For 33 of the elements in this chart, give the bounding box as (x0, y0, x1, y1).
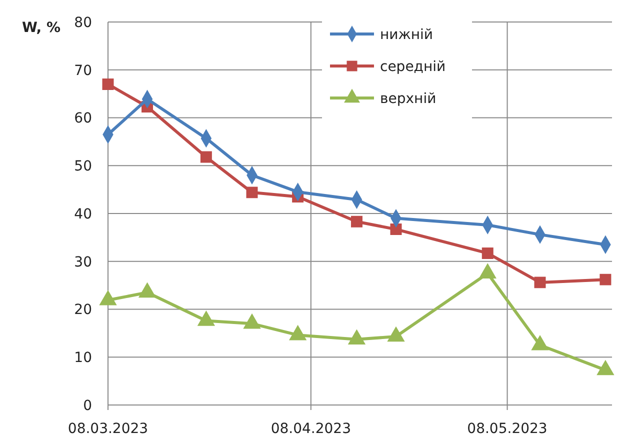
y-tick-label: 10 (74, 350, 92, 366)
point (138, 282, 156, 298)
point (289, 325, 306, 340)
legend-label: середній (380, 58, 446, 75)
x-tick-label: 08.03.2023 (68, 421, 148, 437)
y-tick-label: 80 (74, 14, 92, 31)
legend-label: нижній (380, 26, 434, 43)
point (102, 78, 114, 90)
point (100, 290, 116, 306)
point (534, 276, 546, 288)
point (348, 330, 366, 345)
y-tick-label: 0 (83, 398, 92, 414)
y-tick-label: 60 (74, 110, 92, 127)
x-tick-label: 08.05.2023 (467, 421, 548, 437)
y-tick-label: 30 (74, 254, 92, 270)
point (246, 186, 258, 198)
point (532, 335, 548, 350)
point (198, 311, 215, 326)
y-tick-label: 40 (74, 206, 92, 222)
legend-label: верхній (380, 90, 436, 107)
point (482, 247, 494, 259)
x-tick-label: 08.04.2023 (270, 421, 351, 437)
y-tick-label: 20 (74, 302, 92, 318)
point (200, 151, 212, 163)
y-tick-label: 50 (74, 158, 92, 175)
point (244, 314, 260, 329)
point (600, 274, 612, 286)
point (350, 216, 362, 228)
point (479, 264, 496, 278)
point (388, 326, 404, 342)
y-tick-label: 70 (74, 62, 92, 79)
point (596, 360, 614, 376)
y-axis-title: W, % (22, 20, 61, 36)
